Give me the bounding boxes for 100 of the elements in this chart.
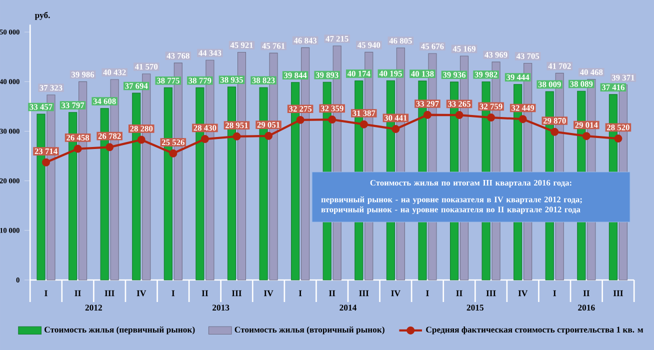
bar (68, 112, 78, 280)
x-tick-label: I (298, 290, 302, 296)
data-label: 33 265 (448, 101, 470, 107)
data-label: 33 297 (416, 100, 439, 107)
data-label: 40 195 (379, 70, 402, 76)
data-label: 43 969 (484, 52, 508, 58)
data-label: 41 702 (548, 63, 571, 69)
data-label: 39 444 (506, 74, 530, 80)
data-label: 30 441 (384, 115, 407, 121)
data-label: 45 169 (452, 46, 476, 52)
x-tick-label: III (486, 290, 496, 296)
x-tick-label: I (426, 290, 429, 296)
x-tick-label: I (172, 290, 175, 296)
point (614, 134, 622, 143)
x-tick-label: II (202, 290, 208, 296)
data-label: 29 014 (575, 122, 598, 128)
point (487, 114, 496, 122)
point (42, 158, 50, 166)
data-label: 47 215 (326, 36, 348, 42)
data-label: 31 387 (352, 110, 376, 116)
data-label: 32 275 (289, 106, 312, 112)
point (518, 115, 527, 124)
data-label: 39 844 (284, 72, 307, 78)
annotation: первичный рынок - на уровне показателя в IV квартале 2012 года; (321, 196, 582, 204)
point (423, 110, 432, 119)
data-label: 25 526 (162, 139, 184, 146)
x-tick-label: I (553, 290, 556, 296)
x-tick-label: III (359, 290, 369, 296)
data-label: 40 174 (347, 70, 370, 77)
data-label: 34 608 (93, 98, 116, 104)
x-tick-label: III (104, 290, 114, 296)
text: 2013 (212, 304, 230, 311)
point (550, 128, 559, 136)
text: 2012 (85, 304, 102, 311)
x-tick-label: II (583, 290, 590, 296)
data-label: 32 449 (512, 105, 534, 111)
legend-label: Стоимость жилья (вторичный рынок) (234, 326, 384, 334)
data-label: 38 775 (156, 78, 180, 84)
text: 2015 (466, 304, 484, 311)
point (106, 143, 114, 152)
bar (100, 108, 109, 280)
data-label: 39 936 (443, 72, 466, 78)
legend-label: Средняя фактическая стоимость строительства 1 кв. м (426, 326, 644, 334)
data-label: 37 416 (602, 84, 624, 90)
x-tick-label: IV (391, 290, 400, 296)
point (169, 149, 178, 158)
y-axis-title: руб. (34, 12, 50, 20)
point (137, 136, 146, 144)
x-tick-label: IV (264, 290, 274, 296)
point (296, 116, 304, 124)
point (360, 120, 368, 128)
x-tick-label: I (44, 290, 48, 296)
bar (259, 87, 268, 280)
point (582, 132, 590, 140)
bar (164, 87, 172, 280)
data-label: 38 935 (220, 76, 243, 83)
data-label: 39 982 (474, 72, 498, 78)
data-label: 43 768 (166, 53, 190, 59)
data-label: 41 570 (134, 64, 158, 70)
point (392, 125, 400, 134)
data-label: 43 705 (516, 53, 540, 59)
bar (227, 86, 236, 280)
data-label: 39 371 (612, 74, 634, 80)
data-label: 39 986 (72, 72, 94, 78)
data-label: 38 823 (252, 78, 275, 84)
point (74, 144, 82, 153)
data-label: 40 468 (580, 69, 603, 76)
data-label: 32 359 (320, 106, 344, 112)
point (455, 111, 464, 120)
annotation: вторичный рынок - на уровне показателя во II квартале 2012 года (321, 206, 580, 214)
x-tick-label: II (74, 290, 81, 296)
data-label: 33 457 (30, 104, 52, 110)
data-label: 38 089 (570, 81, 593, 87)
data-label: 46 843 (294, 38, 317, 44)
point (328, 116, 336, 124)
legend-label: Стоимость жилья (первичный рынок) (44, 326, 195, 334)
x-tick-label: III (232, 290, 242, 296)
bar (291, 82, 300, 280)
data-label: 23 714 (34, 148, 58, 154)
data-label: 39 893 (316, 72, 338, 78)
data-label: 45 676 (421, 44, 444, 50)
text: 2016 (578, 304, 595, 311)
data-label: 46 805 (389, 38, 412, 44)
data-label: 26 782 (98, 133, 121, 139)
data-label: 28 430 (194, 125, 216, 131)
data-label: 32 759 (480, 104, 502, 110)
data-label: 38 009 (538, 82, 561, 88)
x-tick-label: II (456, 290, 462, 296)
x-tick-label: IV (136, 290, 146, 296)
x-tick-label: II (329, 290, 336, 296)
data-label: 45 921 (230, 42, 253, 48)
x-tick-label: IV (518, 290, 528, 296)
data-label: 33 797 (62, 102, 84, 108)
point (200, 135, 209, 144)
data-label: 40 138 (411, 71, 434, 77)
point (264, 132, 273, 140)
data-label: 29 870 (543, 118, 566, 124)
bar (36, 114, 46, 280)
data-label: 45 940 (357, 42, 380, 48)
data-label: 28 280 (130, 126, 153, 132)
